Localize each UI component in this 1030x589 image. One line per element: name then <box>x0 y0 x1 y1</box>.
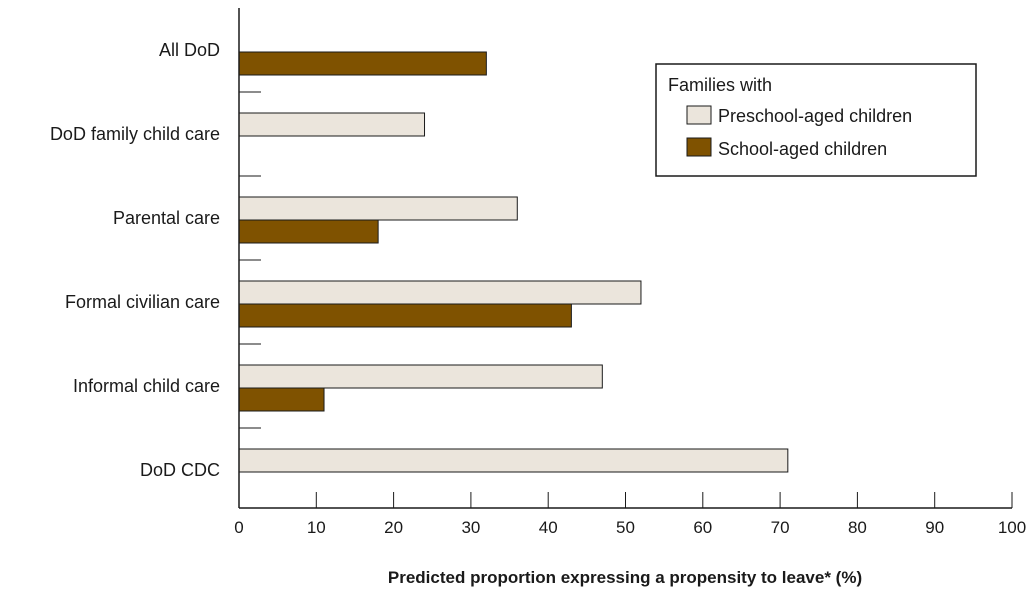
bar-parental-care-school-aged-children <box>238 219 379 244</box>
category-label-dod-family-child-care: DoD family child care <box>50 124 220 144</box>
x-tick-label-90: 90 <box>925 518 944 537</box>
legend-title: Families with <box>668 75 772 95</box>
bar-parental-care-preschool-aged-children <box>238 196 518 221</box>
bar-formal-civilian-care-school-aged-children <box>238 303 572 328</box>
bar-informal-child-care-preschool-aged-children <box>238 364 603 389</box>
category-label-parental-care: Parental care <box>113 208 220 228</box>
category-label-informal-child-care: Informal child care <box>73 376 220 396</box>
x-tick-label-40: 40 <box>539 518 558 537</box>
legend-swatch-school <box>686 137 712 157</box>
x-tick-label-50: 50 <box>616 518 635 537</box>
x-tick-label-10: 10 <box>307 518 326 537</box>
bar-all-dod-school-aged-children <box>238 51 487 76</box>
category-label-formal-civilian-care: Formal civilian care <box>65 292 220 312</box>
bar-informal-child-care-school-aged-children <box>238 387 325 412</box>
bar-dod-cdc-preschool-aged-children <box>238 448 789 473</box>
category-label-dod-cdc: DoD CDC <box>140 460 220 480</box>
x-tick-label-60: 60 <box>693 518 712 537</box>
x-tick-label-70: 70 <box>771 518 790 537</box>
legend-label-preschool: Preschool-aged children <box>718 106 912 126</box>
category-label-all-dod: All DoD <box>159 40 220 60</box>
legend: Families with Preschool-aged children Sc… <box>655 63 977 177</box>
x-axis-title: Predicted proportion expressing a propen… <box>388 568 862 587</box>
axes: 0 10 20 30 40 50 60 70 80 90 100 <box>234 8 1026 537</box>
legend-label-school: School-aged children <box>718 139 887 159</box>
x-tick-label-30: 30 <box>461 518 480 537</box>
bar-dod-family-child-care-preschool-aged-children <box>238 112 426 137</box>
x-tick-label-100: 100 <box>998 518 1026 537</box>
category-labels: All DoD DoD family child care Parental car… <box>50 40 220 480</box>
x-tick-label-80: 80 <box>848 518 867 537</box>
bar-formal-civilian-care-preschool-aged-children <box>238 280 642 305</box>
x-tick-label-20: 20 <box>384 518 403 537</box>
legend-swatch-preschool <box>686 105 712 125</box>
x-tick-label-0: 0 <box>234 518 243 537</box>
